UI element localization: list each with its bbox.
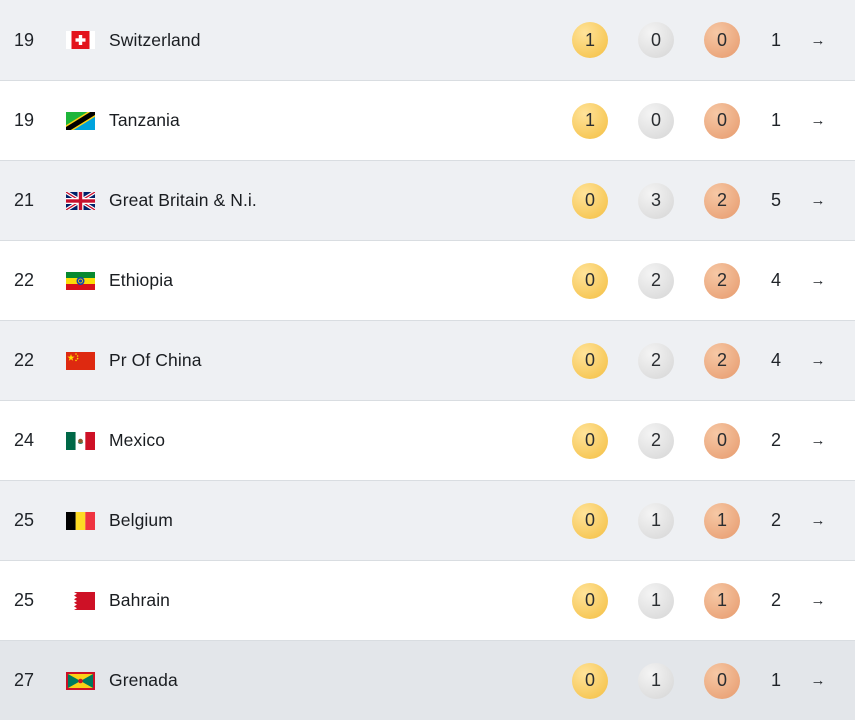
rank: 25	[14, 510, 35, 530]
rank: 25	[14, 590, 35, 610]
total-medal-count: 1	[770, 110, 781, 130]
total-medal-count: 4	[770, 350, 781, 370]
silver-medal-count: 3	[638, 182, 674, 219]
arrow-right-icon[interactable]: →	[810, 592, 826, 609]
china-flag-icon	[66, 351, 95, 370]
country-name: Switzerland	[109, 29, 201, 50]
country-name: Ethiopia	[109, 270, 174, 290]
silver-medal-count: 0	[638, 102, 674, 139]
total-medal-count: 1	[770, 29, 781, 50]
total-medal-count: 2	[770, 510, 781, 530]
table-row[interactable]: 25 Belgium 0 1 1 2 →	[0, 481, 855, 561]
bronze-medal-count: 1	[704, 502, 740, 539]
arrow-right-icon[interactable]: →	[810, 272, 826, 289]
belgium-flag-icon	[66, 511, 95, 530]
total-medal-count: 2	[770, 590, 781, 610]
table-row[interactable]: 19 Switzerland 1 0 0 1 →	[0, 0, 855, 81]
gold-medal-count: 0	[572, 502, 608, 539]
gold-medal-count: 0	[572, 342, 608, 379]
rank: 27	[14, 670, 35, 690]
bronze-medal-count: 2	[704, 182, 740, 219]
rank: 21	[14, 190, 35, 210]
country-name: Grenada	[109, 670, 178, 690]
arrow-right-icon[interactable]: →	[810, 432, 826, 449]
total-medal-count: 4	[770, 270, 781, 290]
gold-medal-count: 0	[572, 582, 608, 619]
silver-medal-count: 1	[638, 502, 674, 539]
rank: 19	[14, 110, 35, 130]
silver-medal-count: 2	[638, 342, 674, 379]
silver-medal-count: 2	[638, 422, 674, 459]
bronze-medal-count: 2	[704, 342, 740, 379]
silver-medal-count: 2	[638, 262, 674, 299]
silver-medal-count: 0	[638, 22, 674, 58]
great-britain-flag-icon	[66, 191, 95, 210]
arrow-right-icon[interactable]: →	[810, 112, 826, 129]
gold-medal-count: 1	[572, 102, 608, 139]
arrow-right-icon[interactable]: →	[810, 512, 826, 529]
gold-medal-count: 0	[572, 262, 608, 299]
table-row[interactable]: 25 Bahrain 0 1 1 2 →	[0, 561, 855, 641]
country-name: Tanzania	[109, 110, 180, 130]
total-medal-count: 5	[770, 190, 781, 210]
ethiopia-flag-icon	[66, 271, 95, 290]
mexico-flag-icon	[66, 431, 95, 450]
rank: 19	[14, 29, 35, 50]
grenada-flag-icon	[66, 671, 95, 690]
bronze-medal-count: 1	[704, 582, 740, 619]
table-row[interactable]: 27 Grenada 0 1 0 1 →	[0, 641, 855, 720]
country-name: Mexico	[109, 430, 166, 450]
table-row[interactable]: 19 Tanzania 1 0 0 1 →	[0, 81, 855, 161]
table-row[interactable]: 21 Great Britain & N.i. 0 3 2 5 →	[0, 161, 855, 241]
bronze-medal-count: 0	[704, 662, 740, 699]
gold-medal-count: 1	[572, 22, 608, 58]
country-name: Great Britain & N.i.	[109, 190, 257, 210]
gold-medal-count: 0	[572, 182, 608, 219]
country-name: Bahrain	[109, 590, 171, 610]
bronze-medal-count: 0	[704, 422, 740, 459]
bronze-medal-count: 0	[704, 22, 740, 58]
bahrain-flag-icon	[66, 591, 95, 610]
rank: 22	[14, 350, 35, 370]
bronze-medal-count: 2	[704, 262, 740, 299]
gold-medal-count: 0	[572, 662, 608, 699]
gold-medal-count: 0	[572, 422, 608, 459]
silver-medal-count: 1	[638, 582, 674, 619]
rank: 22	[14, 270, 35, 290]
country-name: Pr Of China	[109, 350, 202, 370]
total-medal-count: 2	[770, 430, 781, 450]
table-row[interactable]: 24 Mexico 0 2 0 2 →	[0, 401, 855, 481]
arrow-right-icon[interactable]: →	[810, 672, 826, 689]
rank: 24	[14, 430, 35, 450]
country-name: Belgium	[109, 510, 173, 530]
arrow-right-icon[interactable]: →	[810, 31, 826, 49]
bronze-medal-count: 0	[704, 102, 740, 139]
tanzania-flag-icon	[66, 111, 95, 130]
silver-medal-count: 1	[638, 662, 674, 699]
table-row[interactable]: 22 Pr Of China 0 2 2 4 →	[0, 321, 855, 401]
total-medal-count: 1	[770, 670, 781, 690]
table-row[interactable]: 22 Ethiopia 0 2 2 4 →	[0, 241, 855, 321]
switzerland-flag-icon	[66, 31, 95, 49]
arrow-right-icon[interactable]: →	[810, 192, 826, 209]
arrow-right-icon[interactable]: →	[810, 352, 826, 369]
